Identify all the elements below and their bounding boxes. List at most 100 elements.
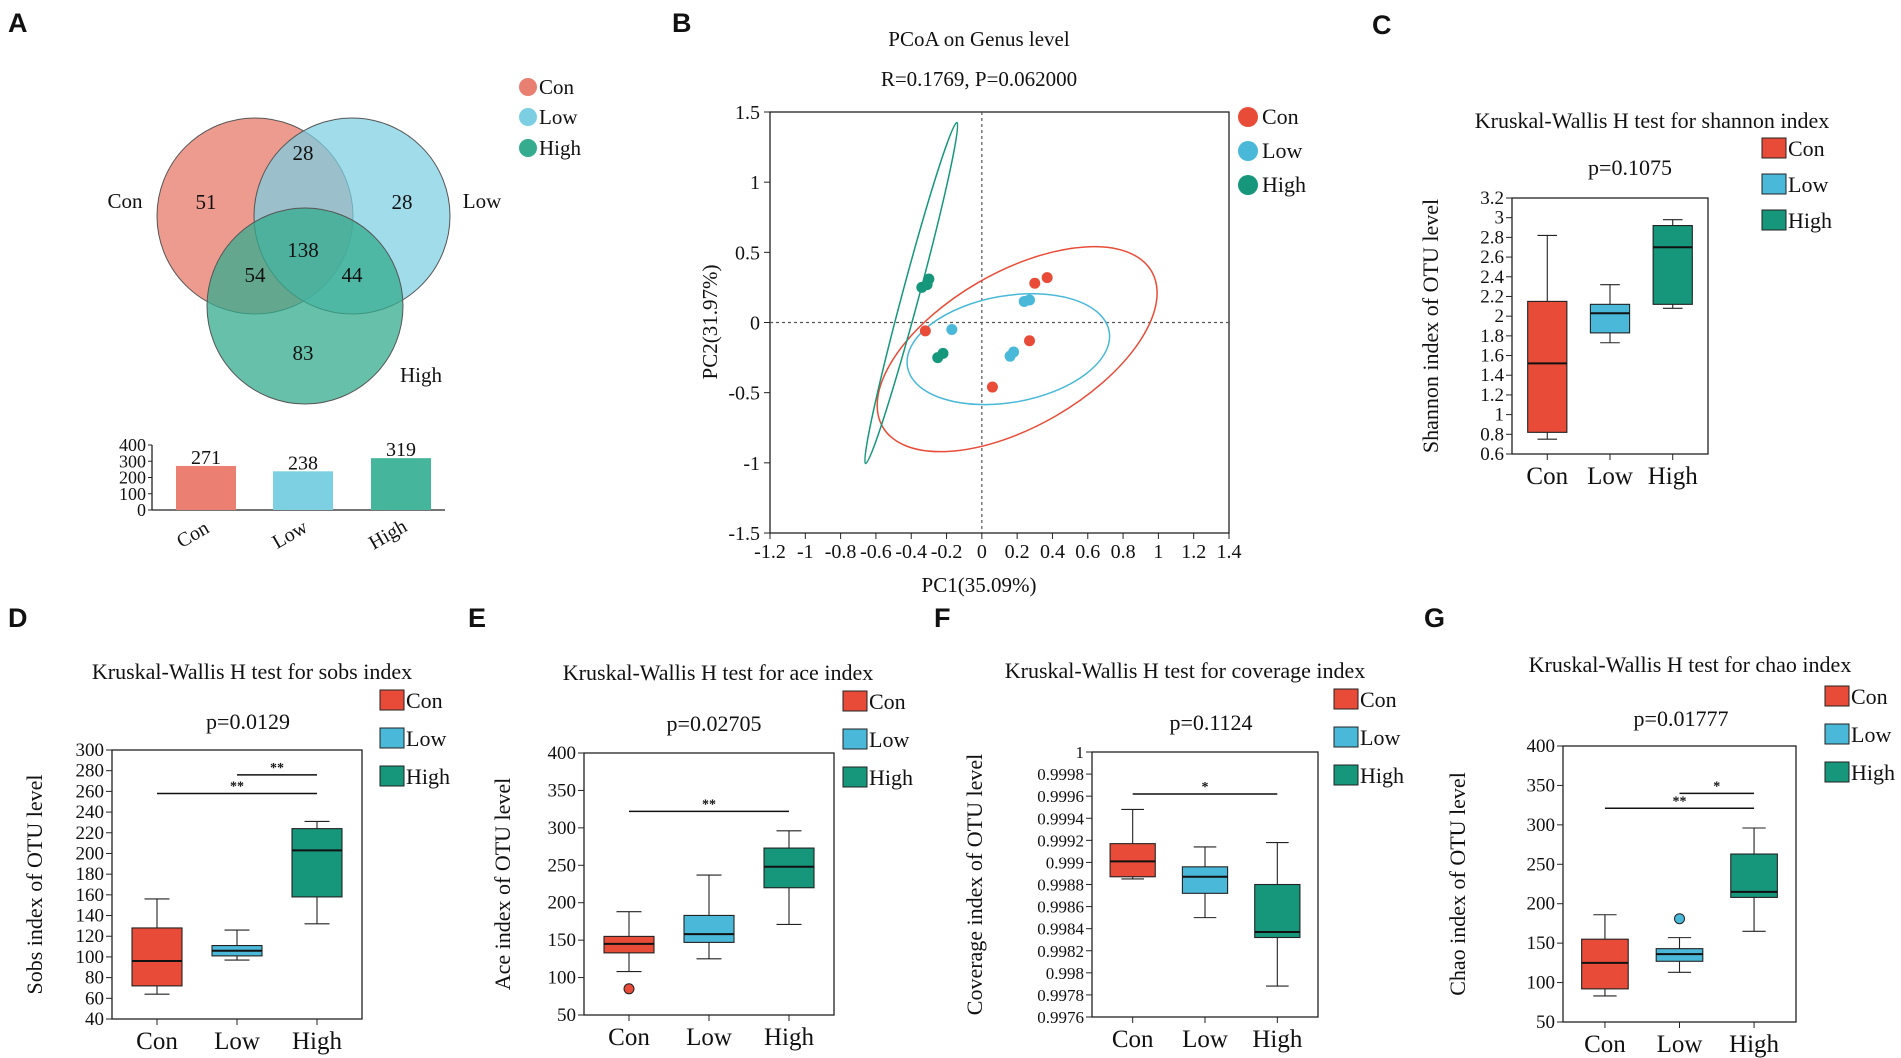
box-y-tick-label: 100	[548, 968, 577, 989]
box-y-tick-label: 300	[1527, 815, 1556, 836]
pcoa-x-tick-label: -1.2	[754, 541, 786, 563]
box-y-tick-label: 50	[1536, 1012, 1555, 1033]
box-y-tick-label: 400	[548, 743, 577, 764]
box-x-tick-label: Con	[608, 1024, 650, 1051]
pcoa-point-con	[1041, 272, 1053, 284]
box-low	[683, 914, 735, 943]
box-y-tick-label: 0.9982	[1037, 942, 1084, 961]
box-y-tick-label: 1	[1495, 405, 1505, 426]
legend-marker-con	[1238, 107, 1258, 127]
box-pvalue: p=0.01777	[1634, 706, 1729, 731]
pcoa-y-tick-label: -1	[743, 453, 760, 475]
box-y-tick-label: 1.2	[1480, 385, 1504, 406]
pcoa-x-tick-label: 0.6	[1075, 541, 1100, 563]
pcoa-point-low	[1024, 294, 1036, 306]
box-y-tick-label: 0.9992	[1037, 831, 1084, 850]
venn-region-low-only: 28	[392, 190, 413, 214]
box-y-tick-label: 1	[1076, 743, 1085, 762]
legend-marker-con	[519, 78, 537, 96]
box-ylabel: Coverage index of OTU level	[962, 754, 987, 1015]
legend-marker-low	[1761, 173, 1787, 195]
box-y-tick-label: 100	[1527, 973, 1556, 994]
box-y-tick-label: 80	[85, 968, 104, 989]
box-y-tick-label: 2.4	[1480, 267, 1504, 288]
pcoa-y-tick-label: 1.5	[735, 102, 760, 124]
pcoa-point-con	[1029, 277, 1041, 289]
pcoa-x-tick-label: 1.2	[1181, 541, 1206, 563]
box-x-tick-label: Low	[686, 1024, 732, 1051]
sig-label: **	[702, 797, 716, 812]
sig-label: *	[1202, 780, 1209, 795]
pcoa-point-con	[1024, 335, 1036, 347]
box-y-tick-label: 400	[1527, 736, 1556, 757]
legend-marker-high	[1333, 764, 1359, 786]
box-panel-d: Kruskal-Wallis H test for sobs index p=0.…	[22, 659, 450, 1055]
sig-label: **	[270, 761, 284, 776]
legend-label-con: Con	[1788, 136, 1825, 161]
venn-set-label-low: Low	[463, 189, 502, 213]
venn-region-con-only: 51	[196, 190, 217, 214]
box-y-tick-label: 0.9976	[1037, 1008, 1084, 1027]
box-panel-e: Kruskal-Wallis H test for ace index p=0.0…	[490, 660, 913, 1051]
box-outlier	[1674, 913, 1685, 925]
pcoa-point-high	[932, 352, 944, 364]
legend-label-con: Con	[869, 689, 906, 714]
box-ylabel: Shannon index of OTU level	[1418, 199, 1443, 453]
venn-region-con-low: 28	[293, 141, 314, 165]
venn-circle-high	[206, 207, 404, 405]
box-ylabel: Chao index of OTU level	[1445, 772, 1470, 996]
panel-label-c: C	[1372, 10, 1392, 40]
legend-label-high: High	[869, 765, 913, 790]
box-x-tick-label: Low	[1657, 1031, 1703, 1058]
box-y-tick-label: 0.9988	[1037, 876, 1084, 895]
box-y-tick-label: 140	[76, 906, 105, 927]
box-y-tick-label: 0.9994	[1037, 809, 1084, 828]
box-y-tick-label: 150	[1527, 933, 1556, 954]
box-y-tick-label: 160	[76, 885, 105, 906]
legend-marker-con	[379, 689, 405, 711]
box-y-tick-label: 40	[85, 1009, 104, 1030]
pcoa-y-tick-label: 1	[750, 172, 760, 194]
box-title: Kruskal-Wallis H test for sobs index	[92, 659, 412, 684]
legend-marker-low	[842, 728, 868, 750]
legend-marker-high	[379, 765, 405, 787]
box-y-tick-label: 0.9984	[1037, 920, 1084, 939]
bar-y-tick-label: 100	[119, 484, 146, 504]
box-low	[1589, 303, 1631, 334]
pcoa-point-high	[923, 273, 935, 285]
pcoa-x-tick-label: -0.4	[895, 541, 927, 563]
legend-marker-high	[1238, 175, 1258, 195]
box-x-tick-label: High	[292, 1028, 343, 1055]
legend-marker-low	[379, 727, 405, 749]
pcoa-ellipse-low	[906, 292, 1111, 406]
box-high	[763, 847, 815, 889]
legend-label-low: Low	[869, 727, 909, 752]
box-y-tick-label: 250	[1527, 854, 1556, 875]
pcoa-chart: PCoA on Genus level R=0.1769, P=0.062000…	[698, 27, 1242, 597]
legend-marker-high	[1824, 761, 1850, 783]
pcoa-y-tick-label: 0	[750, 313, 760, 335]
box-x-tick-label: Low	[1182, 1026, 1228, 1053]
box-pvalue: p=0.02705	[667, 711, 762, 736]
legend-marker-con	[1824, 685, 1850, 707]
venn-set-label-con: Con	[107, 189, 143, 213]
box-y-tick-label: 2.2	[1480, 286, 1504, 307]
box-panel-g: Kruskal-Wallis H test for chao index p=0.…	[1445, 652, 1895, 1058]
venn-region-con-high: 54	[245, 263, 267, 287]
bar-low	[273, 471, 333, 510]
box-y-tick-label: 280	[76, 761, 105, 782]
legend-label-high: High	[1788, 208, 1832, 233]
box-y-tick-label: 1.8	[1480, 326, 1504, 347]
legend-marker-low	[1238, 141, 1258, 161]
box-y-tick-label: 0.9978	[1037, 986, 1084, 1005]
box-y-tick-label: 220	[76, 823, 105, 844]
legend-label-con: Con	[539, 75, 575, 99]
legend-label-high: High	[406, 764, 450, 789]
venn-set-label-high: High	[400, 363, 443, 387]
legend-label-con: Con	[1262, 104, 1299, 129]
box-y-tick-label: 60	[85, 988, 104, 1009]
bar-value-label: 271	[191, 447, 221, 469]
box-y-tick-label: 0.8	[1480, 424, 1504, 445]
pcoa-ylabel: PC2(31.97%)	[698, 265, 722, 380]
